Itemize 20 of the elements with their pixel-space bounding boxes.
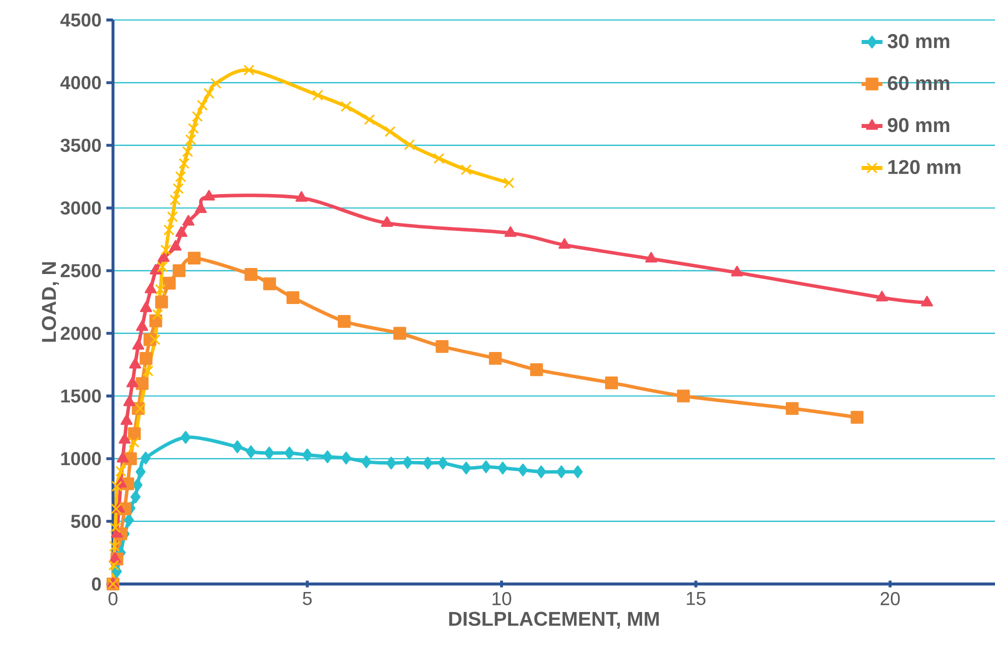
- y-tick-label: 0: [92, 577, 101, 591]
- y-tick-label: 3000: [60, 201, 101, 215]
- legend-label: 30 mm: [888, 34, 950, 48]
- x-tick-label: 15: [686, 592, 706, 606]
- x-tick-label: 20: [880, 592, 900, 606]
- y-tick-label: 2500: [60, 264, 101, 278]
- x-tick-label: 0: [108, 592, 118, 606]
- y-tick-label: 4000: [60, 76, 101, 90]
- y-axis-title: LOAD, N: [42, 262, 59, 342]
- legend-label: 90 mm: [888, 118, 950, 132]
- y-tick-label: 4500: [60, 13, 101, 27]
- y-tick-label: 1000: [61, 452, 101, 466]
- x-tick-label: 10: [492, 592, 512, 606]
- legend-label: 120 mm: [888, 160, 960, 174]
- y-tick-label: 2000: [60, 326, 101, 340]
- y-tick-label: 1500: [61, 389, 101, 403]
- y-tick-label: 3500: [60, 138, 101, 152]
- x-axis-title: DISLPLACEMENT, MM: [449, 612, 659, 629]
- y-tick-label: 500: [71, 514, 101, 528]
- x-tick-label: 5: [302, 592, 312, 606]
